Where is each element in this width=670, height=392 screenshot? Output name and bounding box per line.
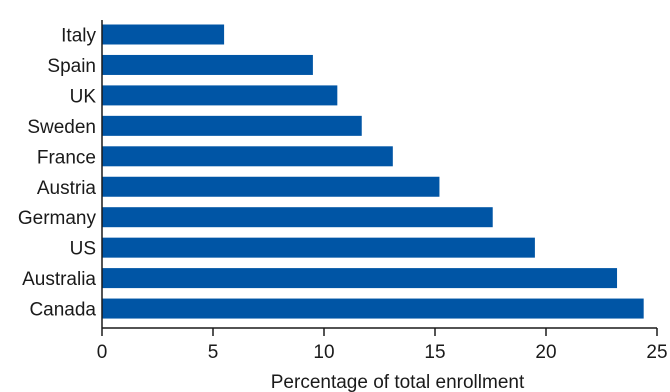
x-tick-label-0: 0 — [97, 342, 108, 363]
x-axis-title: Percentage of total enrollment — [271, 372, 525, 392]
bar-us — [102, 237, 535, 258]
bar-austria — [102, 176, 440, 197]
category-label-sweden: Sweden — [27, 117, 96, 138]
category-labels: Italy Spain UK Sweden France Austria Germany US… — [18, 26, 97, 321]
category-label-canada: Canada — [29, 300, 96, 321]
category-label-uk: UK — [70, 86, 97, 107]
category-label-australia: Australia — [22, 269, 96, 290]
x-tick-label-10: 10 — [313, 342, 334, 363]
category-label-austria: Austria — [37, 178, 97, 199]
x-tick-label-25: 25 — [646, 342, 667, 363]
bar-italy — [102, 24, 225, 45]
bar-australia — [102, 268, 618, 289]
bar-uk — [102, 85, 338, 106]
category-label-france: France — [37, 147, 96, 168]
category-label-italy: Italy — [61, 26, 96, 47]
category-label-germany: Germany — [18, 208, 97, 229]
x-ticks-group: 0 5 10 15 20 25 — [97, 328, 668, 363]
category-label-us: US — [70, 239, 96, 260]
bar-spain — [102, 54, 313, 75]
bars-group — [102, 24, 644, 319]
category-label-spain: Spain — [47, 56, 96, 77]
x-tick-label-20: 20 — [535, 342, 556, 363]
bar-canada — [102, 298, 644, 319]
bar-france — [102, 146, 393, 167]
bar-germany — [102, 207, 493, 228]
x-tick-label-15: 15 — [424, 342, 445, 363]
x-tick-label-5: 5 — [208, 342, 219, 363]
bar-sweden — [102, 115, 362, 136]
